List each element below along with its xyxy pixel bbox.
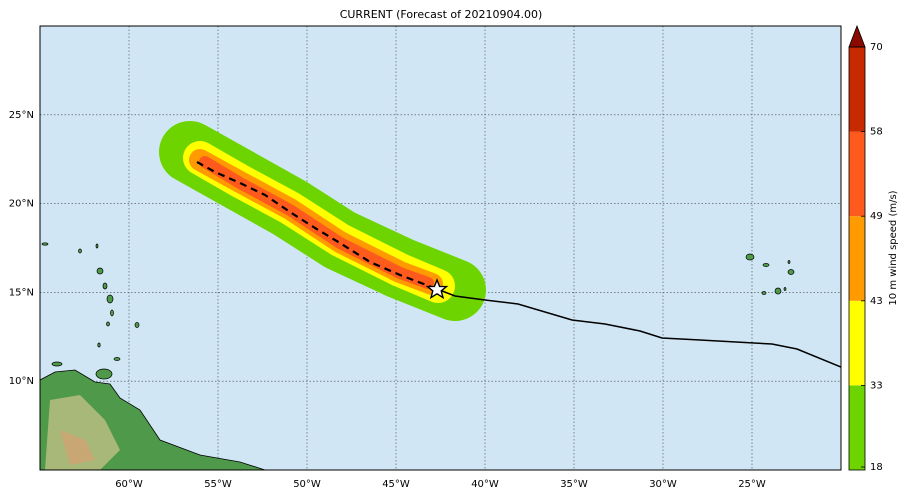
lat-label: 15°N — [9, 287, 34, 298]
wind-swath — [159, 121, 486, 321]
land-relief — [45, 395, 120, 470]
colorbar-tick-label: 43 — [870, 296, 883, 307]
colorbar: 18 33 43 49 58 70 — [848, 24, 883, 473]
colorbar-segment — [849, 216, 865, 301]
lat-label: 20°N — [9, 199, 34, 210]
lon-label: 45°W — [382, 479, 410, 490]
lon-label: 30°W — [649, 479, 677, 490]
land-relief — [60, 430, 95, 465]
ocean — [40, 26, 841, 470]
forecast-track — [436, 288, 841, 368]
colorbar-segment — [849, 131, 865, 217]
lat-label: 10°N — [9, 376, 34, 387]
map-frame — [39, 25, 842, 471]
past-track — [196, 161, 438, 291]
map-title: CURRENT (Forecast of 20210904.00) — [340, 8, 543, 21]
colorbar-label: 10 m wind speed (m/s) — [888, 190, 899, 305]
axis-labels: 60°W 55°W 50°W 45°W 40°W 35°W 30°W 25°W 25°N 20°N… — [9, 110, 766, 490]
colorbar-tick-label: 33 — [870, 380, 883, 391]
lon-label: 25°W — [738, 479, 766, 490]
storm-position — [425, 278, 449, 300]
lon-label: 50°W — [293, 479, 321, 490]
lon-label: 60°W — [115, 479, 143, 490]
colorbar-tick-label: 18 — [870, 462, 883, 473]
lat-label: 25°N — [9, 110, 34, 121]
colorbar-tick-label: 49 — [870, 211, 883, 222]
colorbar-tick-label: 70 — [870, 42, 883, 53]
lon-label: 55°W — [204, 479, 232, 490]
lon-label: 40°W — [471, 479, 499, 490]
colorbar-extension — [848, 24, 866, 48]
map-content — [40, 26, 841, 470]
colorbar-frame — [848, 46, 866, 471]
graticule — [40, 26, 841, 470]
colorbar-tick-label: 58 — [870, 127, 883, 138]
islands — [41, 242, 795, 380]
colorbar-segment — [849, 300, 865, 386]
colorbar-segment — [849, 47, 865, 132]
lon-label: 35°W — [560, 479, 588, 490]
colorbar-segment — [849, 385, 865, 470]
